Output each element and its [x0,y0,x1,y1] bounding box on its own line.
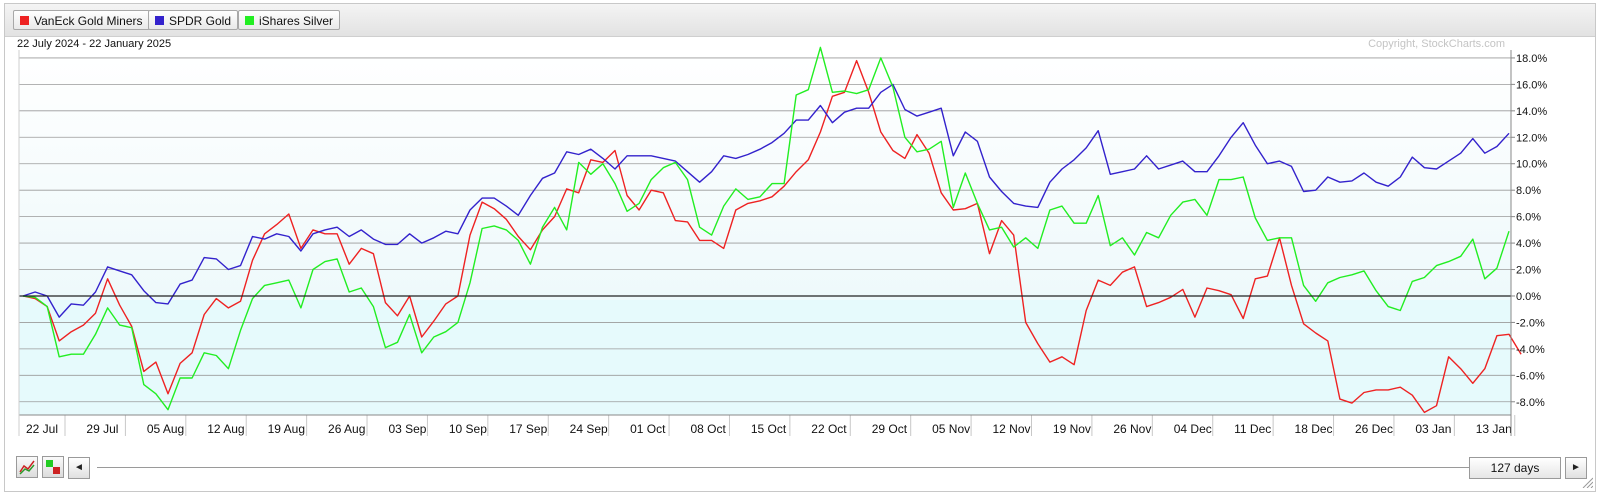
period-selector[interactable]: 127 days [1469,457,1561,479]
x-tick-label: 29 Oct [872,422,908,436]
blue-square-icon [155,16,164,25]
legend-item-vaneck-gold-miners[interactable]: VanEck Gold Miners [13,10,150,30]
x-tick-label: 01 Oct [630,422,666,436]
scroll-right-button[interactable]: ► [1565,457,1587,479]
y-tick-label: 2.0% [1516,265,1541,277]
negative-region [19,300,1511,415]
y-tick-label: 4.0% [1516,238,1541,250]
x-tick-label: 03 Jan [1415,422,1451,436]
x-tick-label: 05 Nov [932,422,970,436]
x-tick-label: 13 Jan [1476,422,1512,436]
x-tick-label: 12 Aug [207,422,244,436]
y-tick-label: 14.0% [1516,106,1547,118]
right-arrow-icon: ► [1571,462,1581,473]
x-axis-ticks: 22 Jul 29 Jul 05 Aug 12 Aug 19 Aug 26 Aug 03 S… [26,415,1516,436]
series-line-ishares-silver [22,46,1510,411]
navigation-bar: ◄ 127 days ► [5,456,1595,490]
series-line-spdr-gold [22,83,1510,318]
legend-item-spdr-gold[interactable]: SPDR Gold [148,10,239,30]
x-tick-label: 10 Sep [449,422,487,436]
x-tick-label: 22 Jul [26,422,58,436]
x-tick-label: 29 Jul [86,422,118,436]
x-tick-label: 12 Nov [993,422,1031,436]
y-tick-label: 10.0% [1516,159,1547,171]
x-tick-label: 05 Aug [147,422,184,436]
chart-frame: VanEck Gold Miners SPDR Gold iShares Sil… [4,3,1596,492]
y-tick-label: -8.0% [1516,397,1545,409]
x-tick-label: 11 Dec [1234,422,1271,436]
chart-area: 22 Jul 29 Jul 05 Aug 12 Aug 19 Aug 26 Aug 03 S… [17,38,1547,436]
y-axis-labels: 18.0% 16.0% 14.0% 12.0% 10.0% 8.0% 6.0% 4.0% 2.0… [1511,53,1547,409]
x-tick-label: 22 Oct [811,422,847,436]
resize-grip-icon[interactable] [1581,476,1593,488]
x-tick-label: 15 Oct [751,422,787,436]
period-label: 127 days [1490,461,1540,475]
y-tick-label: 12.0% [1516,132,1547,144]
series-lines [22,46,1522,414]
legend-label: VanEck Gold Miners [34,14,143,28]
green-square-icon [245,16,254,25]
positive-region [19,52,1511,300]
copyright-label: Copyright, StockCharts.com [1368,38,1505,50]
y-tick-label: 6.0% [1516,212,1541,224]
scroll-left-button[interactable]: ◄ [68,457,90,479]
x-tick-label: 03 Sep [388,422,426,436]
line-chart-icon [19,460,35,475]
x-tick-label: 26 Dec [1355,422,1393,436]
y-tick-label: 8.0% [1516,185,1541,197]
grid-lines [19,57,1511,403]
x-tick-label: 24 Sep [570,422,608,436]
y-tick-label: -6.0% [1516,370,1545,382]
x-tick-label: 26 Aug [328,422,365,436]
color-settings-button[interactable] [42,456,64,478]
left-arrow-icon: ◄ [74,462,84,473]
date-range-label: 22 July 2024 - 22 January 2025 [17,38,171,50]
series-line-vaneck-gold-miners [22,59,1522,414]
x-tick-label: 17 Sep [509,422,547,436]
x-tick-label: 04 Dec [1174,422,1212,436]
x-tick-label: 19 Nov [1053,422,1091,436]
y-tick-label: -4.0% [1516,344,1545,356]
color-swatch-icon [46,460,60,474]
x-tick-label: 26 Nov [1113,422,1151,436]
chart-style-button[interactable] [16,456,38,478]
x-tick-label: 08 Oct [690,422,726,436]
y-tick-label: 16.0% [1516,79,1547,91]
legend-item-ishares-silver[interactable]: iShares Silver [238,10,341,30]
x-tick-label: 19 Aug [268,422,305,436]
time-slider-track[interactable] [97,467,1475,468]
legend-bar: VanEck Gold Miners SPDR Gold iShares Sil… [5,4,1595,37]
red-square-icon [20,16,29,25]
legend-label: iShares Silver [259,14,334,28]
y-tick-label: -2.0% [1516,317,1545,329]
y-tick-label: 0.0% [1516,291,1541,303]
x-tick-label: 18 Dec [1295,422,1333,436]
legend-label: SPDR Gold [169,14,232,28]
y-tick-label: 18.0% [1516,53,1547,65]
